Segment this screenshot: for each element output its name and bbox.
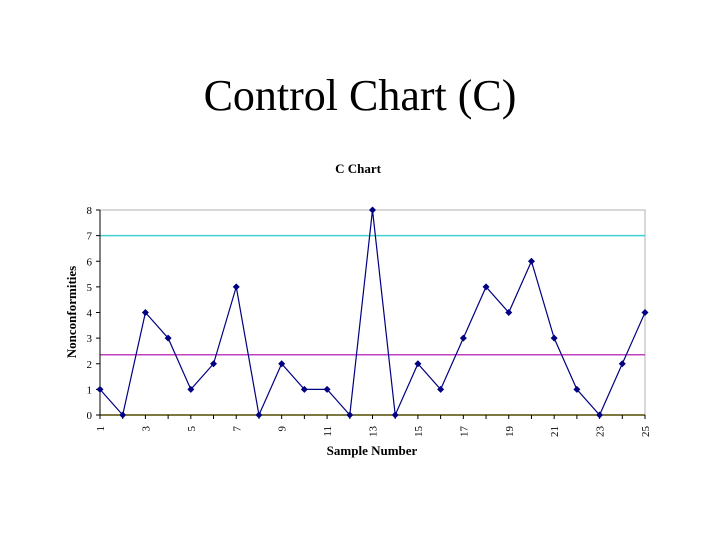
data-point <box>210 360 218 368</box>
y-tick-label: 3 <box>87 333 93 345</box>
data-point <box>573 385 581 393</box>
data-point <box>96 385 104 393</box>
data-point <box>618 360 626 368</box>
x-tick-label: 23 <box>595 426 607 438</box>
data-point <box>255 411 263 419</box>
data-point <box>278 360 286 368</box>
data-point <box>596 411 604 419</box>
data-point <box>232 283 240 291</box>
data-point <box>141 309 149 316</box>
data-point <box>505 309 513 316</box>
data-point <box>323 385 331 393</box>
y-axis-label: Nonconformities <box>64 266 79 358</box>
y-tick-label: 4 <box>87 308 93 320</box>
x-tick-label: 25 <box>640 426 652 438</box>
data-point <box>369 206 376 214</box>
y-tick-label: 1 <box>87 384 93 396</box>
data-point <box>459 334 467 342</box>
y-tick-label: 2 <box>87 359 93 371</box>
x-tick-label: 9 <box>277 426 289 432</box>
x-tick-label: 15 <box>413 426 425 438</box>
x-tick-label: 13 <box>368 426 380 438</box>
data-point <box>391 411 399 419</box>
x-tick-label: 5 <box>186 426 198 432</box>
x-tick-label: 21 <box>549 426 561 437</box>
data-point <box>187 385 195 393</box>
x-tick-label: 11 <box>322 426 334 437</box>
y-tick-label: 5 <box>87 282 93 294</box>
data-point <box>482 283 490 291</box>
data-point <box>641 309 649 316</box>
y-tick-label: 6 <box>87 256 93 268</box>
x-tick-label: 7 <box>231 426 243 432</box>
x-axis-ticks: 1 3 5 7 9 11 13 15 17 19 21 23 25 <box>95 415 652 437</box>
x-tick-label: 17 <box>458 426 470 438</box>
data-point <box>414 360 422 368</box>
series-line-0 <box>99 209 646 418</box>
axes <box>99 210 645 416</box>
y-tick-label: 7 <box>87 231 93 243</box>
plot-area <box>99 209 646 416</box>
data-point <box>346 411 354 419</box>
data-point <box>550 334 558 342</box>
y-tick-label: 0 <box>87 410 93 422</box>
control-limit-lines <box>100 234 645 416</box>
x-tick-label: 3 <box>140 426 152 432</box>
data-point <box>527 257 535 265</box>
data-point <box>119 411 127 419</box>
x-tick-label: 1 <box>95 426 107 432</box>
y-tick-label: 8 <box>87 205 93 217</box>
y-axis-ticks: 0 1 2 3 4 5 6 7 8 <box>87 205 100 422</box>
series-group <box>96 206 649 419</box>
data-point <box>164 334 172 342</box>
data-point <box>437 385 445 393</box>
chart-title: C Chart <box>335 161 382 176</box>
x-tick-label: 19 <box>504 426 516 438</box>
x-axis-label: Sample Number <box>327 443 418 458</box>
slide-title: Control Chart (C) <box>203 71 517 120</box>
data-point <box>300 385 308 393</box>
